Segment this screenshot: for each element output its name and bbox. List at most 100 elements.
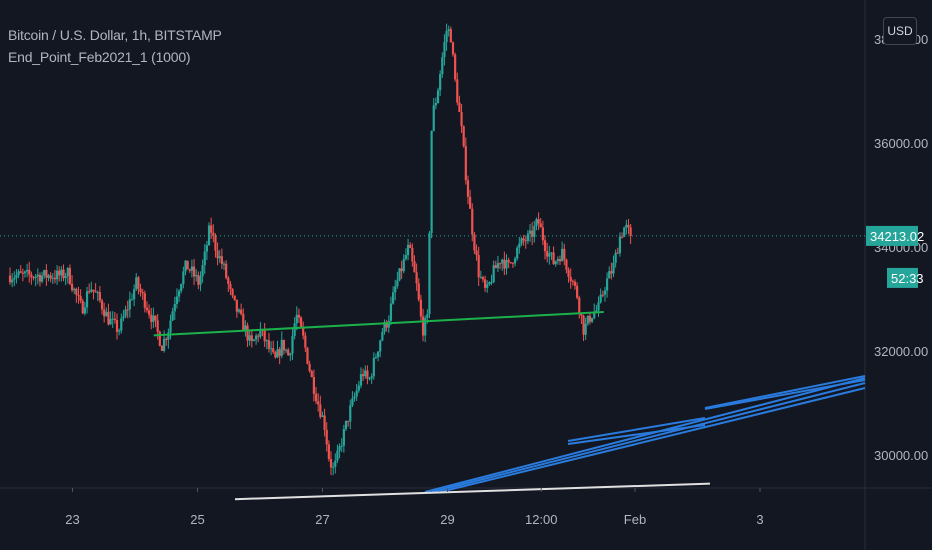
candle-body-249: [541, 227, 544, 241]
candle-body-287: [623, 227, 626, 237]
candle-body-129: [284, 349, 288, 351]
candle-body-227: [494, 265, 497, 269]
candle-body-115: [255, 335, 258, 340]
time-tick-label: 25: [190, 512, 204, 527]
candle-body-138: [304, 335, 307, 348]
candle-body-98: [218, 256, 221, 259]
candle-body-183: [400, 268, 403, 272]
candle-body-228: [496, 263, 500, 269]
candle-body-4: [17, 271, 20, 276]
candle-body-158: [347, 420, 350, 422]
candle-body-61: [139, 288, 142, 293]
candle-body-275: [597, 302, 600, 311]
candle-body-170: [372, 357, 375, 377]
currency-button[interactable]: USD: [883, 17, 917, 45]
candle-body-177: [387, 320, 390, 328]
time-tick-label: Feb: [624, 512, 646, 527]
candle-body-140: [308, 363, 311, 372]
candle-body-2: [13, 277, 16, 280]
candle-body-17: [45, 270, 48, 278]
candle-body-107: [237, 309, 241, 312]
time-tick-label: 29: [440, 512, 454, 527]
candle-body-133: [293, 323, 296, 336]
candle-body-77: [173, 304, 176, 312]
candle-body-290: [629, 227, 632, 236]
candle-body-233: [507, 260, 510, 263]
candle-body-79: [177, 290, 181, 297]
candle-body-289: [627, 224, 630, 228]
candle-body-255: [554, 261, 557, 265]
candle-body-72: [162, 338, 166, 351]
candle-body-88: [197, 275, 200, 285]
candle-body-229: [498, 263, 502, 265]
candle-body-283: [614, 252, 617, 263]
candle-body-127: [280, 339, 283, 356]
candle-body-250: [543, 240, 547, 252]
candle-body-132: [291, 335, 294, 354]
candle-body-120: [265, 340, 268, 342]
candle-body-214: [466, 180, 470, 197]
candle-body-174: [381, 331, 384, 341]
candle-body-25: [62, 269, 65, 279]
candle-body-187: [409, 244, 412, 248]
candle-body-272: [591, 317, 594, 322]
candle-body-99: [220, 256, 223, 265]
chart-legend: Bitcoin / U.S. Dollar, 1h, BITSTAMP End_…: [8, 24, 222, 68]
candle-body-156: [342, 428, 345, 446]
candle-body-178: [389, 303, 393, 321]
candle-body-21: [53, 277, 57, 280]
candle-body-285: [618, 236, 622, 254]
channel-line-4: [567, 424, 706, 445]
candle-countdown: 52:33: [891, 271, 924, 286]
candle-body-159: [349, 405, 352, 422]
candle-body-113: [250, 335, 253, 342]
candle-body-257: [558, 259, 562, 262]
candle-body-165: [362, 374, 365, 377]
candle-body-284: [616, 252, 619, 254]
candle-body-193: [421, 316, 425, 336]
candle-body-111: [246, 325, 249, 341]
candle-body-35: [83, 307, 87, 314]
channel-line-1: [424, 377, 866, 493]
candle-body-182: [398, 268, 401, 281]
candle-body-29: [70, 283, 74, 291]
candle-body-18: [47, 275, 50, 278]
candle-body-235: [511, 262, 515, 264]
candle-body-123: [272, 348, 275, 353]
candle-body-55: [126, 309, 129, 311]
candle-body-276: [599, 294, 602, 303]
indicator-title[interactable]: End_Point_Feb2021_1 (1000): [8, 49, 191, 65]
candle-body-27: [66, 268, 69, 277]
candle-body-52: [120, 318, 123, 331]
candle-body-145: [319, 404, 322, 417]
symbol-title[interactable]: Bitcoin / U.S. Dollar, 1h, BITSTAMP: [8, 27, 222, 43]
candle-body-78: [175, 296, 179, 305]
candle-body-160: [351, 398, 354, 406]
channel-line-5: [704, 375, 866, 409]
candle-body-149: [327, 444, 330, 460]
candle-body-22: [55, 270, 59, 280]
candle-body-95: [212, 232, 215, 236]
candle-body-31: [75, 288, 78, 295]
candle-body-186: [406, 244, 410, 256]
channel-line-3: [439, 387, 866, 493]
candle-body-264: [573, 281, 577, 286]
candle-body-45: [105, 311, 108, 317]
candle-body-66: [150, 314, 153, 322]
candle-body-143: [314, 393, 318, 402]
candle-body-243: [528, 230, 532, 234]
candle-body-122: [269, 348, 273, 350]
candle-body-225: [490, 282, 493, 284]
candle-body-220: [479, 277, 482, 279]
candle-body-226: [492, 265, 495, 283]
candle-body-244: [531, 230, 534, 237]
candle-body-253: [550, 252, 553, 254]
candle-body-197: [430, 130, 433, 234]
candle-body-128: [282, 339, 286, 351]
candle-body-50: [115, 320, 119, 332]
candle-body-60: [137, 277, 140, 289]
candle-body-108: [240, 309, 243, 314]
candle-body-213: [464, 146, 467, 181]
candle-body-1: [11, 279, 14, 283]
